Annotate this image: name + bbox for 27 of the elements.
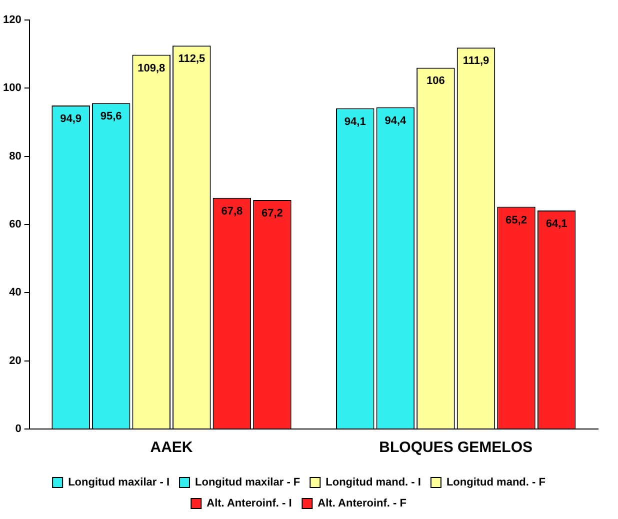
legend-label: Longitud mand. - F — [446, 476, 546, 489]
data-label: 94,1 — [344, 116, 366, 128]
data-label: 67,2 — [262, 207, 283, 220]
data-label: 95,6 — [100, 110, 122, 123]
data-label: 109,8 — [138, 62, 166, 74]
y-tick-label: 100 — [2, 82, 22, 94]
legend-label: Longitud maxilar - I — [68, 476, 170, 489]
x-tick-label: BLOQUES GEMELOS — [379, 439, 533, 456]
data-label: 65,2 — [506, 214, 527, 226]
data-label: 106 — [426, 75, 445, 88]
legend-label: Longitud maxilar - F — [195, 476, 300, 489]
data-label: 112,5 — [178, 53, 206, 66]
y-tick-label: 80 — [9, 150, 22, 162]
data-label: 64,1 — [546, 218, 568, 230]
data-label: 111,9 — [462, 55, 490, 68]
legend-label: Alt. Anteroinf. - I — [206, 498, 292, 510]
data-label: 94,9 — [60, 113, 82, 126]
data-label: 67,8 — [221, 205, 243, 218]
legend-label: Alt. Anteroinf. - F — [318, 498, 407, 510]
legend-label: Longitud mand. - I — [326, 476, 421, 489]
data-label: 94,4 — [384, 114, 407, 127]
y-tick-label: 40 — [9, 286, 22, 299]
y-tick-label: 20 — [9, 354, 22, 367]
y-tick-label: 0 — [15, 423, 22, 436]
x-tick-label: AAEK — [150, 439, 193, 456]
y-tick-label: 120 — [2, 14, 22, 26]
y-tick-label: 60 — [9, 218, 22, 231]
